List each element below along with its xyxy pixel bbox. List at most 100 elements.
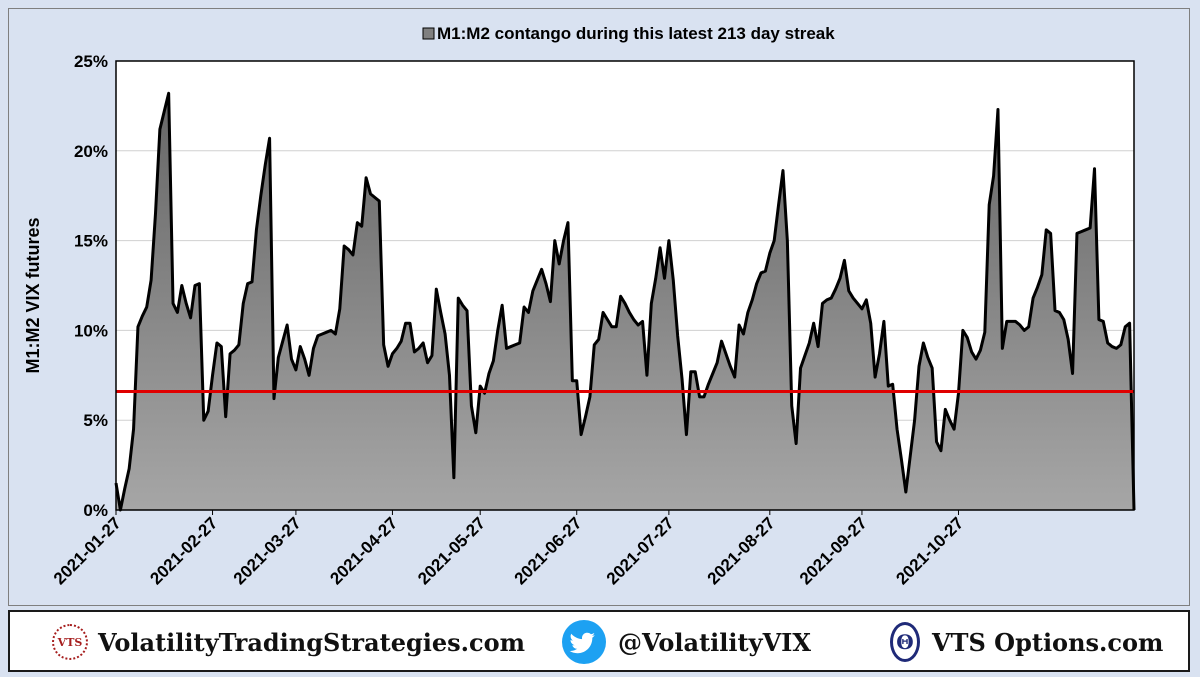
data-point — [796, 443, 797, 444]
x-tick-label: 2021-08-27 — [704, 513, 779, 588]
data-point — [1037, 287, 1038, 288]
data-point — [923, 342, 924, 343]
data-point — [212, 375, 213, 376]
data-point — [883, 321, 884, 322]
data-point — [984, 332, 985, 333]
data-point — [1129, 323, 1130, 324]
data-point — [1107, 342, 1108, 343]
data-point — [142, 315, 143, 316]
y-tick-label: 5% — [83, 411, 108, 430]
data-point — [510, 346, 511, 347]
data-point — [901, 459, 902, 460]
data-point — [1120, 344, 1121, 345]
data-point — [809, 342, 810, 343]
data-point — [265, 165, 266, 166]
data-point — [238, 344, 239, 345]
data-point — [607, 319, 608, 320]
data-point — [304, 359, 305, 360]
data-point — [932, 368, 933, 369]
data-point — [760, 272, 761, 273]
data-point — [444, 333, 445, 334]
x-tick-label: 2021-06-27 — [511, 513, 586, 588]
data-point — [576, 380, 577, 381]
data-point — [278, 357, 279, 358]
footer-banner: VTS VolatilityTradingStrategies.com @Vol… — [8, 610, 1190, 672]
data-point — [844, 260, 845, 261]
theta-logo-icon: Θ — [890, 622, 920, 662]
data-point — [756, 283, 757, 284]
data-point — [352, 254, 353, 255]
brand-vts-options[interactable]: Θ VTS Options.com — [890, 622, 1163, 662]
data-point — [620, 296, 621, 297]
data-point — [260, 195, 261, 196]
data-point — [633, 319, 634, 320]
data-point — [221, 346, 222, 347]
data-point — [361, 226, 362, 227]
data-point — [730, 366, 731, 367]
series-line — [114, 91, 1136, 512]
chart: 0%5%10%15%20%25%2021-01-27 2021-02-27 2021… — [23, 24, 1136, 588]
data-point — [129, 468, 130, 469]
data-point — [567, 222, 568, 223]
data-point — [559, 263, 560, 264]
data-point — [853, 297, 854, 298]
legend-swatch — [422, 27, 435, 40]
data-point — [537, 280, 538, 281]
data-point — [133, 429, 134, 430]
data-point — [374, 197, 375, 198]
data-point — [229, 353, 230, 354]
data-point — [721, 341, 722, 342]
data-point — [545, 283, 546, 284]
data-point — [673, 280, 674, 281]
brand-twitter[interactable]: @VolatilityVIX — [562, 620, 811, 664]
data-point — [866, 299, 867, 300]
chart-panel: 0% 5% 10% 15% 20% 25% 2021-01-27 2021-02-27 2021… — [8, 8, 1190, 606]
data-point — [256, 229, 257, 230]
data-point — [1050, 233, 1051, 234]
data-point — [151, 280, 152, 281]
data-point — [159, 129, 160, 130]
y-tick-label: 15% — [74, 232, 108, 251]
data-point — [747, 312, 748, 313]
data-point — [409, 323, 410, 324]
data-point — [497, 330, 498, 331]
data-point — [436, 288, 437, 289]
data-point — [642, 321, 643, 322]
legend-label: M1:M2 contango during this latest 213 da… — [437, 24, 835, 43]
data-point — [857, 303, 858, 304]
data-point — [940, 450, 941, 451]
data-point — [1072, 373, 1073, 374]
data-point — [910, 456, 911, 457]
data-point — [813, 323, 814, 324]
data-point — [870, 323, 871, 324]
brand-vts-site[interactable]: VTS VolatilityTradingStrategies.com — [52, 622, 525, 662]
data-point — [1002, 348, 1003, 349]
data-point — [861, 308, 862, 309]
data-point — [199, 283, 200, 284]
data-point — [471, 405, 472, 406]
data-point — [528, 312, 529, 313]
x-tick-label: 2021-02-27 — [146, 513, 221, 588]
y-tick-label: 20% — [74, 142, 108, 161]
data-point — [423, 342, 424, 343]
data-point — [554, 240, 555, 241]
data-point — [914, 420, 915, 421]
data-point — [962, 330, 963, 331]
data-point — [936, 441, 937, 442]
data-point — [927, 357, 928, 358]
data-point — [804, 355, 805, 356]
data-point — [387, 366, 388, 367]
data-point — [1063, 319, 1064, 320]
data-point — [879, 353, 880, 354]
data-point — [1116, 348, 1117, 349]
data-point — [664, 278, 665, 279]
data-point — [519, 342, 520, 343]
data-point — [234, 350, 235, 351]
x-tick-label: 2021-07-27 — [603, 513, 678, 588]
data-point — [638, 324, 639, 325]
data-point — [370, 193, 371, 194]
data-point — [348, 249, 349, 250]
data-point — [396, 348, 397, 349]
data-point — [295, 369, 296, 370]
data-point — [208, 411, 209, 412]
